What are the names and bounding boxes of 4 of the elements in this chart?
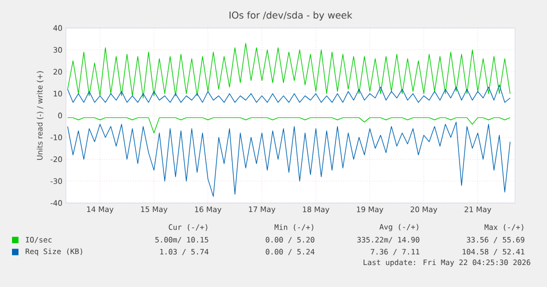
- line-series: [67, 42, 510, 98]
- chart-title: IOs for /dev/sda - by week: [230, 11, 352, 21]
- line-series: [67, 122, 510, 197]
- line-series: [67, 84, 510, 103]
